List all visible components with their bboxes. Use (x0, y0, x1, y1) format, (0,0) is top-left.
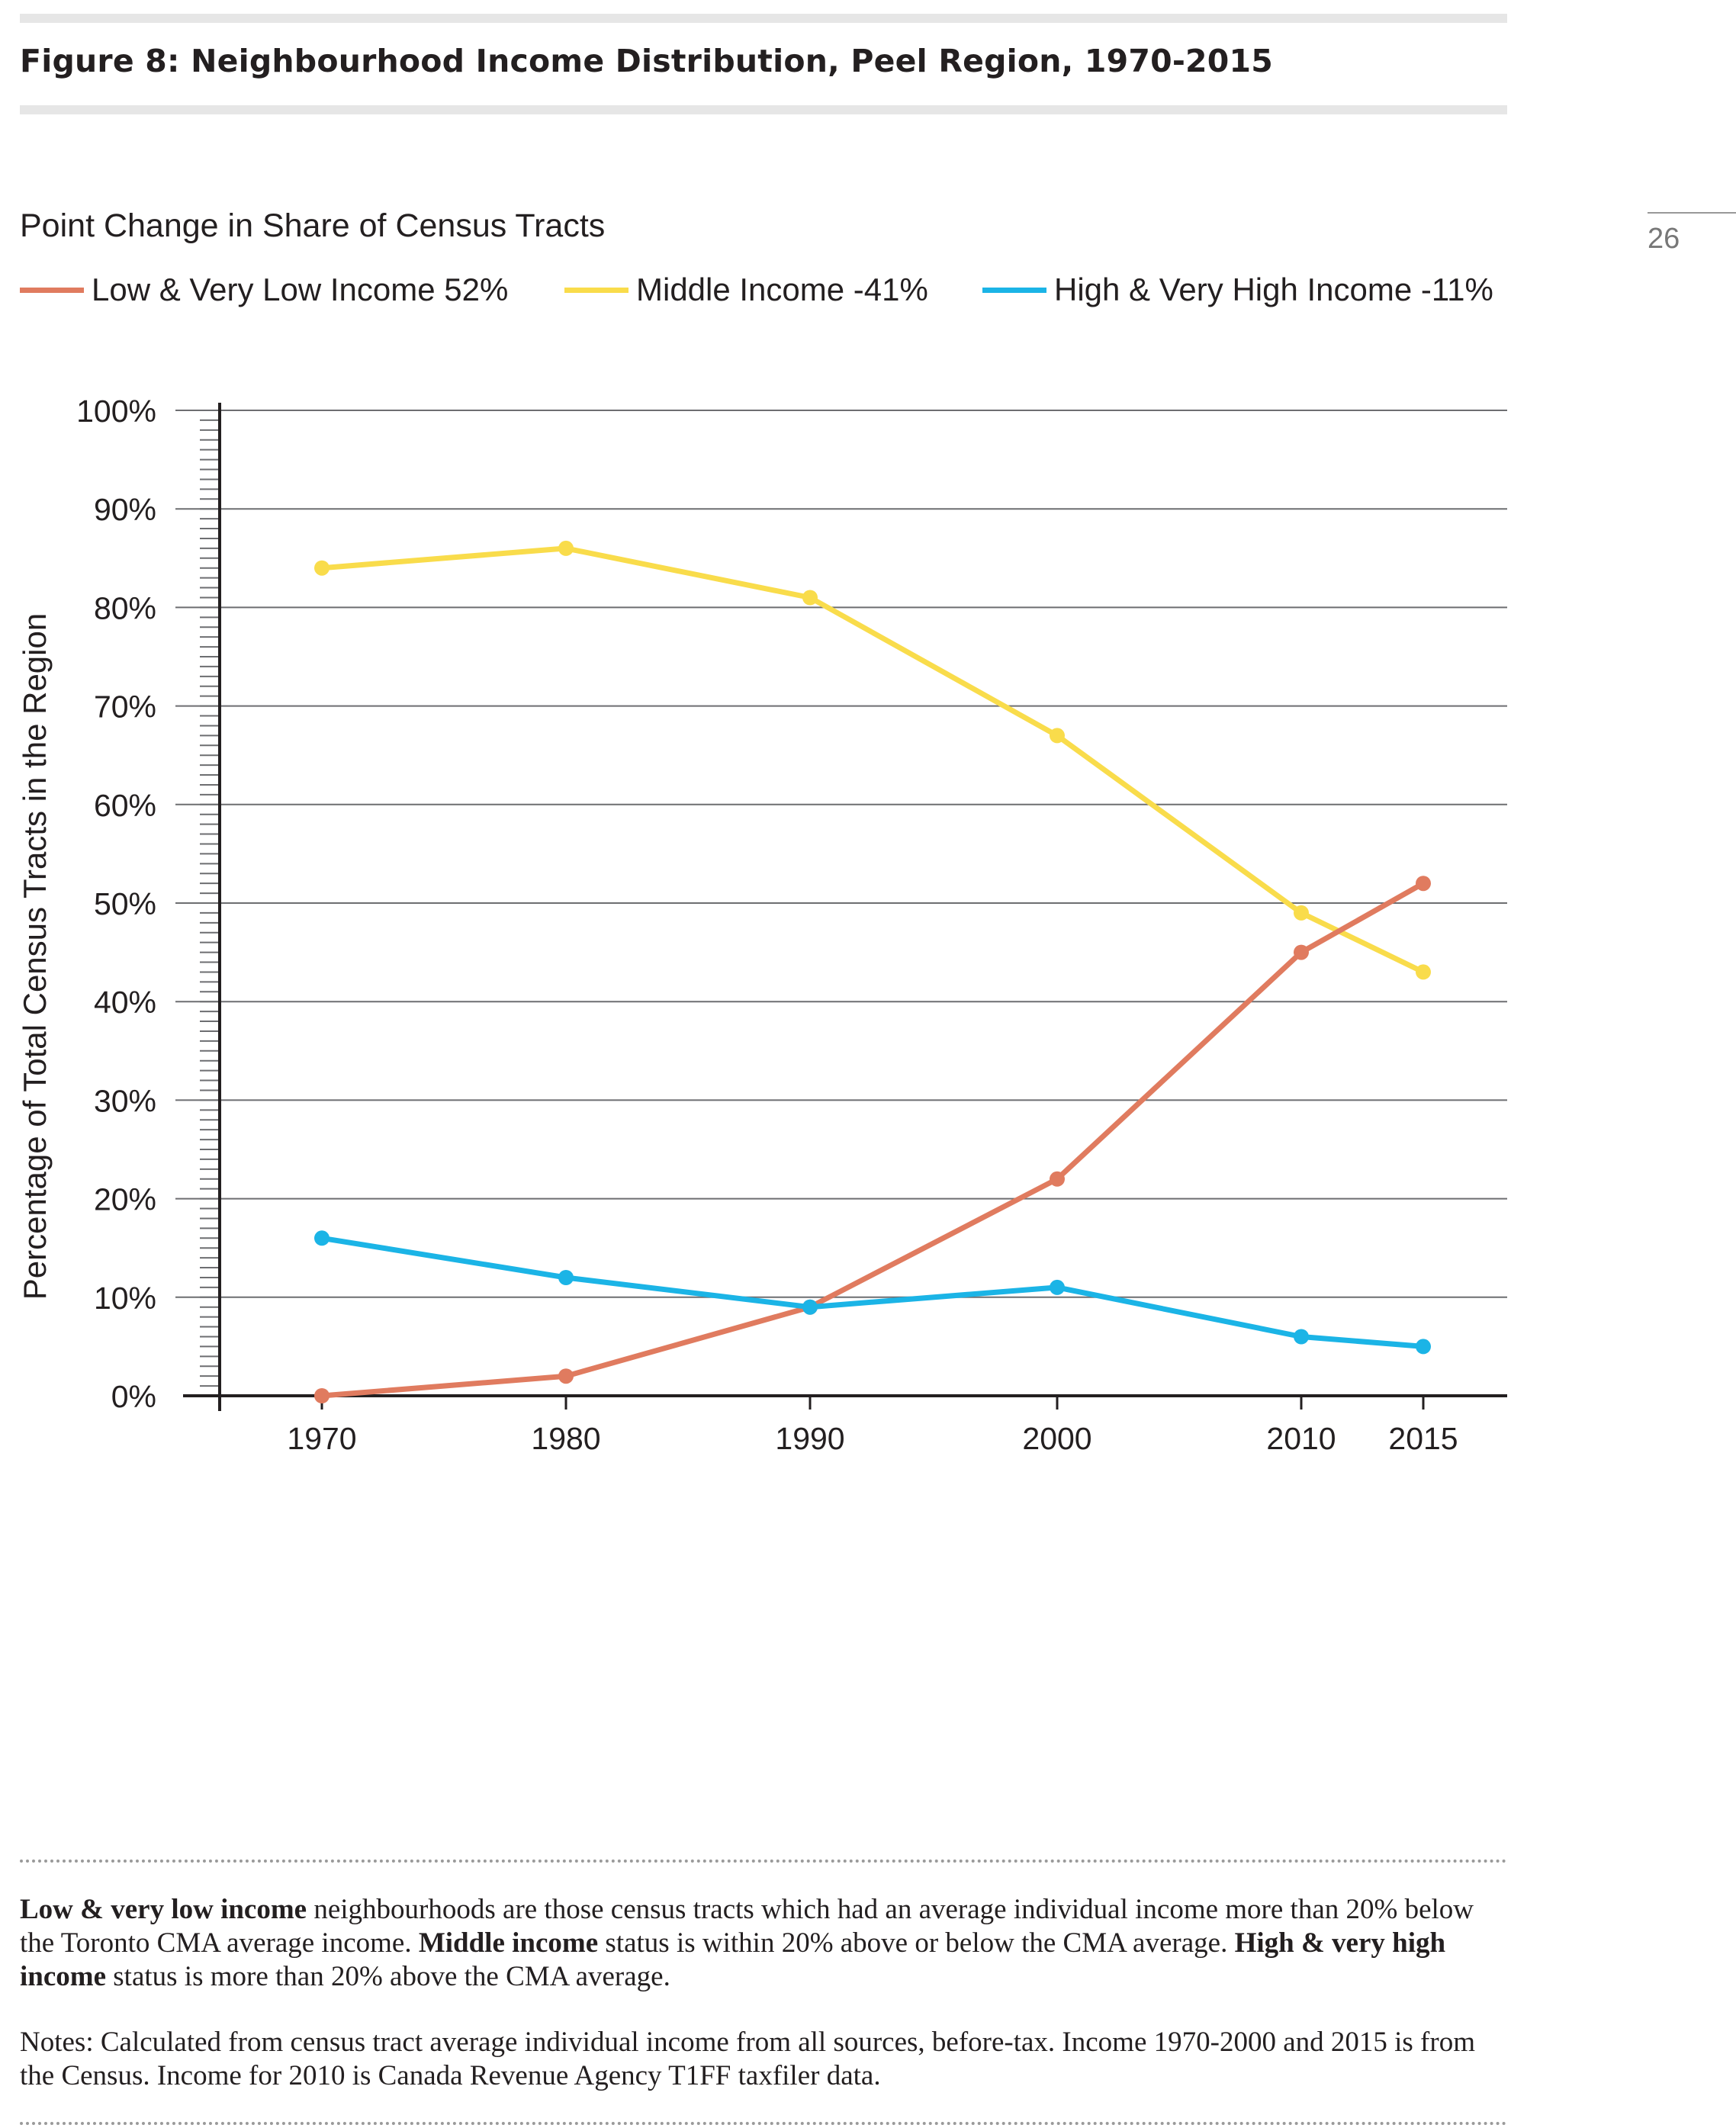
data-point-1990 (802, 590, 818, 606)
data-series (314, 540, 1431, 1403)
y-tick-label-50: 50% (94, 886, 156, 921)
notes-divider-bottom (20, 2122, 1507, 2125)
legend-item-high-income: High & Very High Income -11% (982, 272, 1493, 308)
data-point-1980 (558, 1368, 574, 1384)
grid-lines (175, 410, 1507, 1298)
y-tick-label-100: 100% (76, 394, 156, 429)
page-number-rule (1648, 212, 1736, 214)
low-income-definition: neighbourhoods are those census tracts w… (20, 1894, 1474, 1959)
axes (183, 403, 1507, 1411)
series-line (319, 1235, 1426, 1349)
middle-income-definition: status is within 20% above or below the … (598, 1927, 1235, 1959)
middle-income-term: Middle income (418, 1927, 599, 1959)
high-income-definition: status is more than 20% above the CMA av… (106, 1961, 670, 1992)
legend-item-low-income: Low & Very Low Income 52% (20, 272, 508, 308)
y-tick-label-30: 30% (94, 1083, 156, 1118)
data-point-1970 (314, 1230, 330, 1246)
legend-swatch-middle-income (564, 287, 628, 293)
x-tick-label-2010: 2010 (1266, 1421, 1336, 1456)
y-tick-label-20: 20% (94, 1182, 156, 1217)
source-notes: Notes: Calculated from census tract aver… (20, 2027, 1475, 2091)
income-definitions: Low & very low income neighbourhoods are… (20, 1893, 1507, 1994)
y-axis-minor-ticks (200, 410, 220, 1397)
data-point-2010 (1294, 905, 1309, 921)
data-point-1990 (802, 1299, 818, 1315)
x-tick-label-2000: 2000 (1022, 1421, 1091, 1456)
x-tick-labels: 1970 1980 1990 2000 2010 2015 (287, 1421, 1458, 1456)
y-tick-label-70: 70% (94, 690, 156, 725)
legend-swatch-low-income (20, 287, 84, 293)
data-point-2010 (1294, 1329, 1309, 1345)
y-tick-label-40: 40% (94, 985, 156, 1020)
x-tick-label-2015: 2015 (1388, 1421, 1458, 1456)
legend-label-low-income: Low & Very Low Income 52% (92, 272, 509, 307)
y-tick-label-90: 90% (94, 492, 156, 527)
title-rule (20, 105, 1507, 114)
legend-label-middle-income: Middle Income -41% (636, 272, 928, 307)
x-tick-label-1970: 1970 (287, 1421, 356, 1456)
y-tick-labels: 0% 10% 20% 30% 40% 50% 60% 70% 80% 90% 100% (76, 394, 156, 1414)
data-point-2015 (1416, 1339, 1431, 1355)
legend-label-high-income: High & Very High Income -11% (1054, 272, 1493, 307)
high-income-term: High & very high income (20, 1927, 1446, 1992)
y-tick-label-60: 60% (94, 788, 156, 823)
data-point-1970 (314, 1388, 330, 1403)
chart-subtitle: Point Change in Share of Census Tracts (20, 207, 606, 244)
x-tick-label-1980: 1980 (531, 1421, 600, 1456)
data-point-2000 (1050, 1171, 1065, 1187)
y-tick-label-80: 80% (94, 590, 156, 625)
y-tick-label-10: 10% (94, 1281, 156, 1316)
notes-divider-top (20, 1860, 1507, 1863)
data-point-2010 (1294, 944, 1309, 960)
data-point-2015 (1416, 964, 1431, 980)
line-chart: 0%10%20%30%40%50%60%70%80%90%100% 1970 19… (17, 394, 1507, 1456)
series-low-income (314, 876, 1431, 1403)
legend-swatch-high-income (982, 287, 1046, 293)
series-middle-income (314, 540, 1431, 980)
figure-title: Figure 8: Neighbourhood Income Distribut… (20, 43, 1273, 79)
y-tick-label-0: 0% (111, 1379, 156, 1414)
series-line (319, 545, 1426, 975)
page-number: 26 (1648, 223, 1680, 255)
chart-legend: Low & Very Low Income 52% Middle Income … (20, 272, 1545, 314)
data-point-2000 (1050, 728, 1065, 744)
top-rule (20, 14, 1507, 23)
data-point-2000 (1050, 1279, 1065, 1295)
low-income-term: Low & very low income (20, 1894, 307, 1925)
y-axis-label: Percentage of Total Census Tracts in the… (17, 613, 53, 1300)
data-point-1980 (558, 540, 574, 556)
legend-item-middle-income: Middle Income -41% (564, 272, 928, 308)
series-high-income (314, 1230, 1431, 1355)
x-tick-label-1990: 1990 (775, 1421, 844, 1456)
data-point-1980 (558, 1270, 574, 1285)
data-point-2015 (1416, 876, 1431, 892)
data-point-1970 (314, 560, 330, 576)
series-line (319, 880, 1426, 1399)
